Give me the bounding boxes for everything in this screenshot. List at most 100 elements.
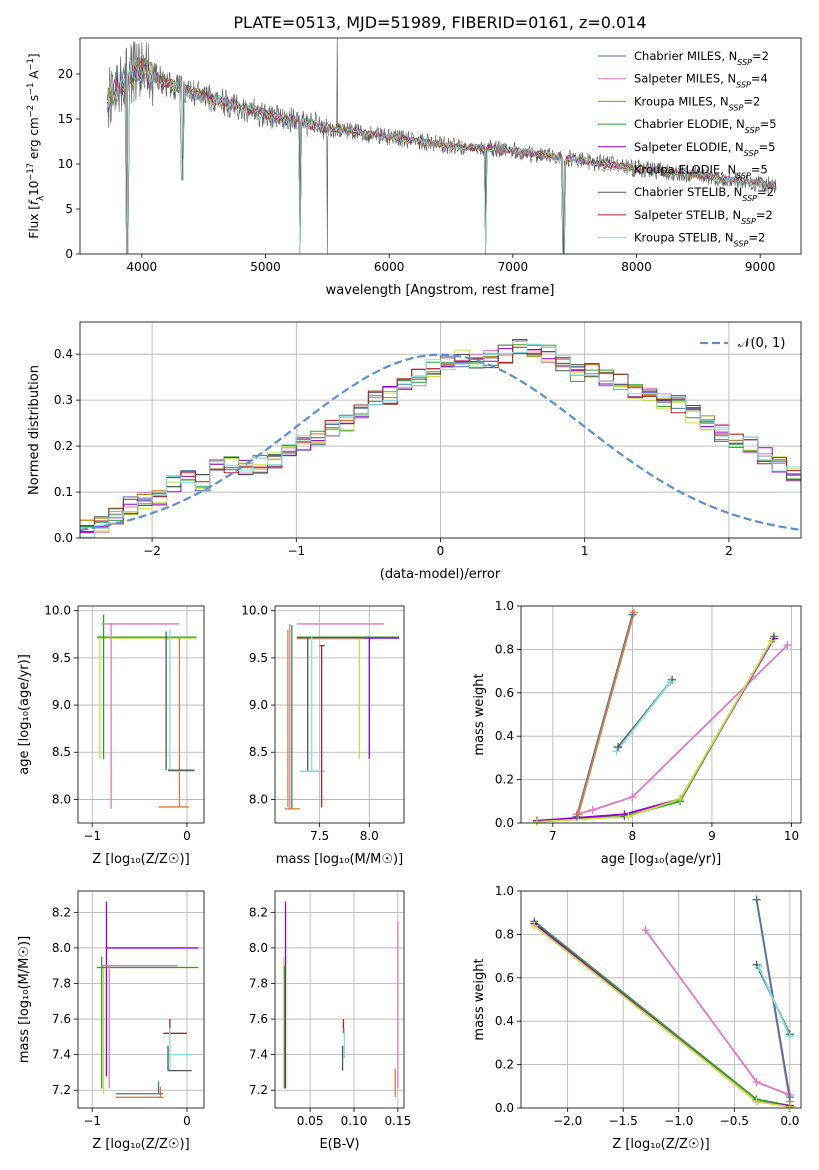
plot-area <box>521 606 801 823</box>
legend-label-salpeter_miles: Salpeter MILES, NSSP=4 <box>634 72 768 90</box>
y-tick-label: 8.0 <box>52 792 71 806</box>
weight-point-kroupa_elodie <box>532 817 541 826</box>
y-tick-label: 0.8 <box>495 927 514 941</box>
weight-point-salpeter_miles <box>752 1077 761 1086</box>
plot-area <box>275 606 404 823</box>
weight-point-kroupa_stelib <box>612 747 621 756</box>
x-axis-label: mass [log₁₀(M/M☉)] <box>276 852 403 867</box>
y-tick-label: 7.2 <box>52 1083 71 1097</box>
x-axis-label: Z [log₁₀(Z/Z☉)] <box>92 1137 189 1152</box>
spectrum-line-kroupa_stelib <box>106 59 776 254</box>
legend-label-salpeter_elodie: Salpeter ELODIE, NSSP=5 <box>634 140 775 158</box>
weight-line-kroupa_stelib <box>757 966 791 1037</box>
y-tick-label: 0.2 <box>54 439 73 453</box>
weight-point-salpeter_miles <box>783 641 792 650</box>
y-tick-label: 7.4 <box>52 1048 71 1062</box>
y-tick-label: 8.5 <box>52 745 71 759</box>
x-axis-label: Z [log₁₀(Z/Z☉)] <box>92 852 189 867</box>
x-axis-label: wavelength [Angstrom, rest frame] <box>326 283 555 298</box>
y-tick-label: 7.6 <box>249 1012 268 1026</box>
y-tick-label: 7.8 <box>52 976 71 990</box>
axes-weight_vs_Z: −2.0 −1.5 −1.0 −0.5 0.0 0.0 0.2 0.4 0.6 0.8 1.0 Z [… <box>472 884 802 1152</box>
axes-spectrum: 4000 5000 6000 7000 8000 9000 0 5 10 15 20 waveleng… <box>25 37 802 298</box>
weight-line-chabrier_elodie <box>536 635 775 822</box>
hist-step-chabrier_miles <box>80 340 801 529</box>
x-tick-label: −1 <box>83 1114 101 1128</box>
legend-label-chabrier_stelib: Chabrier STELIB, NSSP=2 <box>634 185 774 203</box>
weight-point-chabrier_stelib <box>614 743 623 752</box>
y-tick-label: 8.2 <box>249 905 268 919</box>
plot-area <box>106 38 777 254</box>
hist-step-kroupa_stelib <box>80 343 801 538</box>
y-tick-label: 5 <box>65 202 73 216</box>
y-tick-label: 7.2 <box>249 1083 268 1097</box>
axes-weight_vs_age: 7 8 9 10 0.0 0.2 0.4 0.6 0.8 1.0 age [log₁₀(age/yr… <box>472 599 802 867</box>
legend-normal-label: 𝒩(0, 1) <box>738 336 785 351</box>
axes-mass_vs_Z: −1 0 7.2 7.4 7.6 7.8 8.0 8.2 Z [log₁₀(Z/Z☉)] mass… <box>17 890 205 1152</box>
weight-point-chabrier_miles <box>752 895 761 904</box>
weight-point-kroupa_elodie <box>624 812 633 821</box>
hist-step-kroupa_miles <box>80 346 801 521</box>
spectrum-line-salpeter_stelib <box>106 58 776 254</box>
weight-line-orange <box>577 612 635 815</box>
spectrum-line-kroupa_miles <box>106 57 776 254</box>
y-tick-label: 9.5 <box>52 651 71 665</box>
x-tick-label: 0.0 <box>780 1114 799 1128</box>
x-tick-label: 0.15 <box>384 1114 411 1128</box>
x-tick-label: 4000 <box>127 260 158 274</box>
weight-line-chabrier_miles <box>575 614 634 817</box>
weight-line-salpeter_elodie <box>536 638 775 822</box>
x-tick-label: −2.0 <box>553 1114 582 1128</box>
weight-point-salpeter_miles <box>588 805 597 814</box>
plot-area <box>521 891 801 1108</box>
weight-point-salpeter_miles <box>641 926 650 935</box>
y-tick-label: 7.8 <box>249 976 268 990</box>
y-tick-label: 0.4 <box>495 729 514 743</box>
x-tick-label: 0 <box>183 1114 191 1128</box>
y-tick-label: 0.3 <box>54 393 73 407</box>
x-tick-label: 0 <box>183 829 191 843</box>
y-tick-label: 9.0 <box>52 698 71 712</box>
spectrum-line-kroupa_elodie <box>106 59 776 254</box>
y-tick-label: 8.2 <box>52 905 71 919</box>
legend-label-kroupa_miles: Kroupa MILES, NSSP=2 <box>634 94 760 112</box>
y-tick-label: 10 <box>58 157 73 171</box>
axes-age_vs_mass: 7.5 8.0 8.0 8.5 9.0 9.5 10.0 mass [log₁₀(M/M☉)] <box>241 604 405 867</box>
plot-area <box>78 606 204 823</box>
axes-frame <box>274 605 405 824</box>
plot-area <box>275 891 404 1108</box>
y-tick-label: 0.2 <box>495 1058 514 1072</box>
y-tick-label: 0.0 <box>495 1101 514 1115</box>
weight-point-kroupa_elodie <box>676 795 685 804</box>
x-tick-label: −1 <box>83 829 101 843</box>
figure-title: PLATE=0513, MJD=51989, FIBERID=0161, z=0… <box>233 13 646 32</box>
weight-point-orange <box>629 608 638 617</box>
y-axis-label: mass weight <box>472 673 487 755</box>
x-tick-label: 9000 <box>745 260 776 274</box>
x-tick-label: −0.5 <box>720 1114 749 1128</box>
axes-frame <box>520 605 802 824</box>
y-axis-label: mass weight <box>472 958 487 1040</box>
weight-line-chabrier_elodie <box>533 920 791 1107</box>
weight-line-kroupa_stelib <box>615 681 672 752</box>
hist-step-salpeter_elodie <box>80 339 801 533</box>
y-tick-label: 0.6 <box>495 686 514 700</box>
x-axis-label: (data-model)/error <box>380 567 501 582</box>
y-tick-label: 0.0 <box>54 531 73 545</box>
y-tick-label: 10.0 <box>44 604 71 618</box>
weight-point-kroupa_elodie <box>752 1097 761 1106</box>
hist-step-chabrier_stelib <box>80 344 801 526</box>
y-tick-label: 1.0 <box>495 884 514 898</box>
legend-label-kroupa_elodie: Kroupa ELODIE, NSSP=5 <box>634 163 768 181</box>
x-tick-label: −1 <box>287 544 305 558</box>
y-tick-label: 0 <box>65 247 73 261</box>
weight-point-kroupa_stelib <box>666 677 675 686</box>
y-tick-label: 0.8 <box>495 642 514 656</box>
x-tick-label: 8.0 <box>360 829 379 843</box>
y-tick-label: 0.0 <box>495 816 514 830</box>
axes-frame <box>79 37 802 255</box>
spectrum-line-chabrier_elodie <box>106 58 776 254</box>
x-tick-label: 2 <box>725 544 733 558</box>
weight-point-kroupa_stelib <box>754 962 763 971</box>
axes-frame <box>520 890 802 1109</box>
